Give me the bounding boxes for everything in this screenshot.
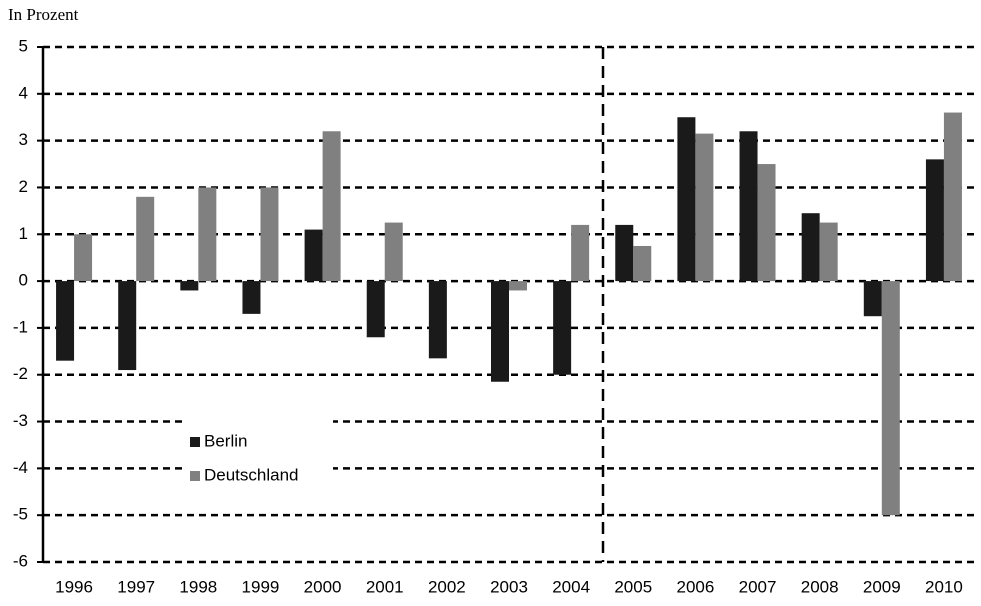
bar <box>925 159 944 282</box>
y-tick-label: -2 <box>13 364 28 383</box>
bar <box>136 196 155 282</box>
y-tick-label: 1 <box>19 224 28 243</box>
x-tick-label: 2007 <box>739 577 777 596</box>
x-tick-label: 2006 <box>676 577 714 596</box>
y-tick-label: -6 <box>13 551 28 570</box>
bar <box>384 222 403 282</box>
legend-box <box>183 420 333 452</box>
x-tick-label: 1997 <box>117 577 155 596</box>
y-tick-label: 2 <box>19 177 28 196</box>
legend-label: Deutschland <box>204 465 299 484</box>
legend-label: Berlin <box>204 431 247 450</box>
y-tick-label: 5 <box>19 36 28 55</box>
legend-swatch <box>190 471 200 481</box>
bar <box>74 234 93 282</box>
bar <box>553 281 572 375</box>
bar <box>180 281 199 291</box>
bar <box>491 281 509 382</box>
y-tick-label: 0 <box>19 271 28 290</box>
y-tick-label: 4 <box>19 83 28 102</box>
bar <box>677 117 696 282</box>
bar <box>242 281 261 314</box>
bar <box>322 131 341 282</box>
x-tick-label: 2009 <box>863 577 901 596</box>
y-tick-label: -5 <box>13 505 28 524</box>
x-tick-label: 2008 <box>801 577 839 596</box>
bar <box>863 281 882 317</box>
y-tick-label: -4 <box>13 458 28 477</box>
bar <box>881 281 900 516</box>
y-tick-label: -1 <box>13 317 28 336</box>
x-tick-label: 1999 <box>242 577 280 596</box>
bar <box>118 281 137 371</box>
x-tick-label: 2000 <box>304 577 342 596</box>
x-tick-label: 2001 <box>366 577 404 596</box>
bar <box>198 187 217 282</box>
bar <box>739 131 758 282</box>
x-tick-label: 1996 <box>55 577 93 596</box>
bar <box>571 224 590 282</box>
x-tick-label: 2005 <box>614 577 652 596</box>
legend-swatch <box>190 437 200 447</box>
x-tick-label: 2002 <box>428 577 466 596</box>
y-tick-label: 3 <box>19 130 28 149</box>
bar <box>366 281 385 338</box>
bar <box>56 281 75 361</box>
bar <box>615 224 634 282</box>
legend-box <box>183 454 333 486</box>
x-tick-label: 2004 <box>552 577 590 596</box>
chart-title: In Prozent <box>8 5 79 24</box>
bar <box>509 281 527 291</box>
bar <box>801 213 820 282</box>
x-tick-label: 2003 <box>490 577 528 596</box>
bar <box>428 281 447 359</box>
y-tick-label: -3 <box>13 411 28 430</box>
bar <box>633 245 652 282</box>
bar <box>757 164 776 282</box>
bar <box>695 133 714 282</box>
x-tick-label: 2010 <box>925 577 963 596</box>
bar <box>943 112 962 282</box>
x-tick-label: 1998 <box>179 577 217 596</box>
bar <box>819 222 838 282</box>
bar <box>260 187 279 282</box>
bar <box>304 229 323 282</box>
